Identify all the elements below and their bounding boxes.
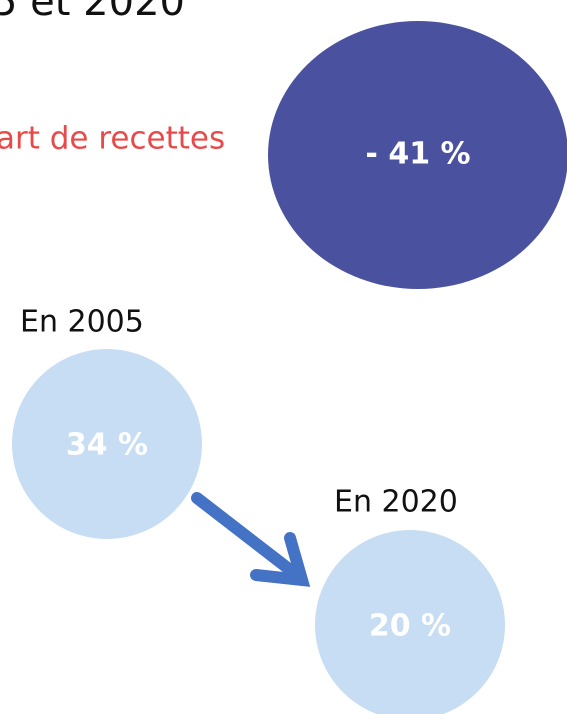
summary-circle [268,21,567,289]
value-label: 20 % [369,609,451,644]
value-circle [315,530,505,714]
year-label: En 2020 [334,485,458,520]
subtitle: art de recettes [0,121,225,157]
summary-label: - 41 % [365,137,470,172]
year-label: En 2005 [20,305,144,340]
title: 5 et 2020 [0,0,185,25]
arrow [191,492,311,587]
value-circle [12,349,202,539]
value-label: 34 % [66,428,148,463]
